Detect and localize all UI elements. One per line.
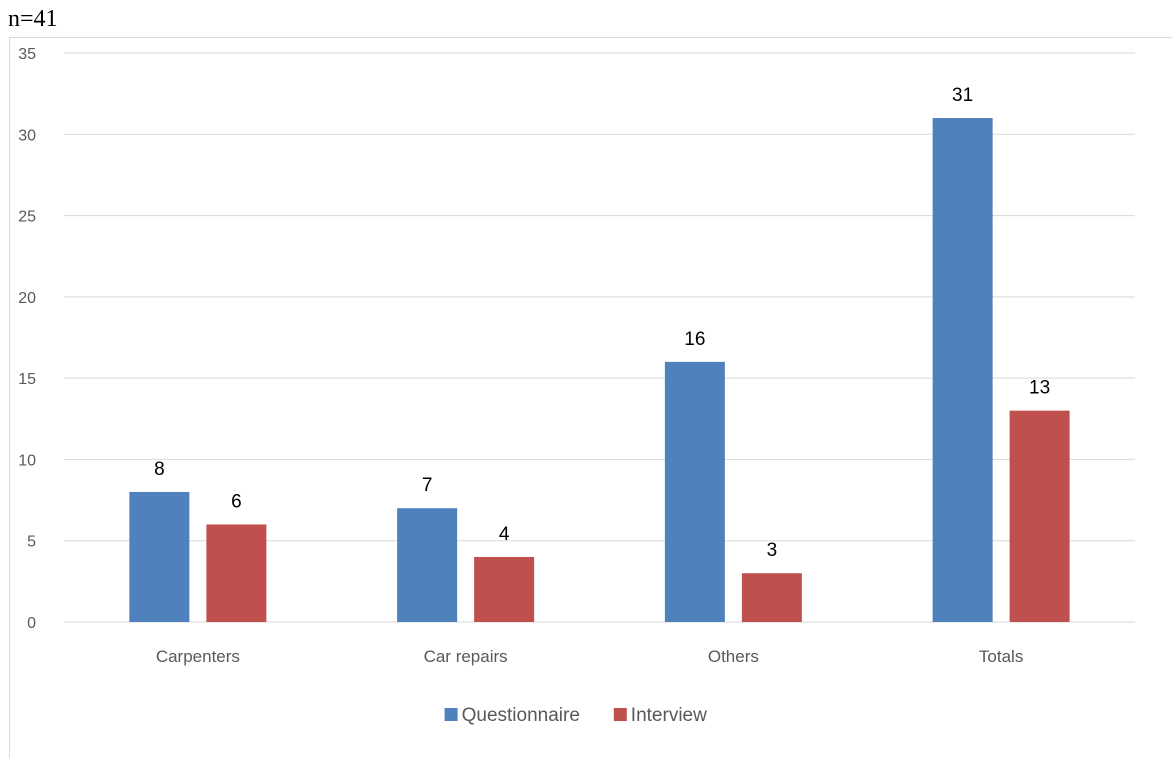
bar-questionnaire xyxy=(129,492,189,622)
y-tick-label: 0 xyxy=(27,615,36,632)
category-label: Totals xyxy=(979,647,1023,666)
data-label-questionnaire: 7 xyxy=(422,475,433,496)
bar-interview xyxy=(206,524,266,622)
y-axis-ticks: 0 5 10 15 20 25 30 35 xyxy=(18,46,36,632)
bar-questionnaire xyxy=(933,118,993,622)
bar-questionnaire xyxy=(397,508,457,622)
y-tick-label: 20 xyxy=(18,290,36,307)
legend-swatch-interview xyxy=(614,708,627,721)
legend-item-interview: Interview xyxy=(614,705,707,726)
data-label-interview: 6 xyxy=(231,491,242,512)
y-tick-label: 25 xyxy=(18,209,36,226)
category-label: Car repairs xyxy=(424,647,508,666)
bar-interview xyxy=(1010,411,1070,622)
y-tick-label: 5 xyxy=(27,534,36,551)
y-tick-label: 10 xyxy=(18,452,36,469)
category-labels: Carpenters Car repairs Others Totals xyxy=(156,647,1024,666)
data-label-interview: 3 xyxy=(767,540,778,561)
y-tick-label: 30 xyxy=(18,127,36,144)
data-label-questionnaire: 16 xyxy=(684,329,705,350)
data-labels: 8 6 7 4 16 3 31 13 xyxy=(154,85,1050,561)
legend-label-interview: Interview xyxy=(631,705,707,726)
bar-interview xyxy=(742,573,802,622)
data-label-questionnaire: 8 xyxy=(154,459,165,480)
bar-questionnaire xyxy=(665,362,725,622)
category-label: Carpenters xyxy=(156,647,240,666)
y-tick-label: 35 xyxy=(18,46,36,63)
data-label-interview: 13 xyxy=(1029,378,1050,399)
bars xyxy=(129,118,1069,622)
legend-item-questionnaire: Questionnaire xyxy=(445,705,580,726)
data-label-interview: 4 xyxy=(499,524,510,545)
legend-label-questionnaire: Questionnaire xyxy=(462,705,580,726)
legend-swatch-questionnaire xyxy=(445,708,458,721)
legend: Questionnaire Interview xyxy=(445,705,708,726)
y-tick-label: 15 xyxy=(18,371,36,388)
bar-interview xyxy=(474,557,534,622)
category-label: Others xyxy=(708,647,759,666)
data-label-questionnaire: 31 xyxy=(952,85,973,106)
